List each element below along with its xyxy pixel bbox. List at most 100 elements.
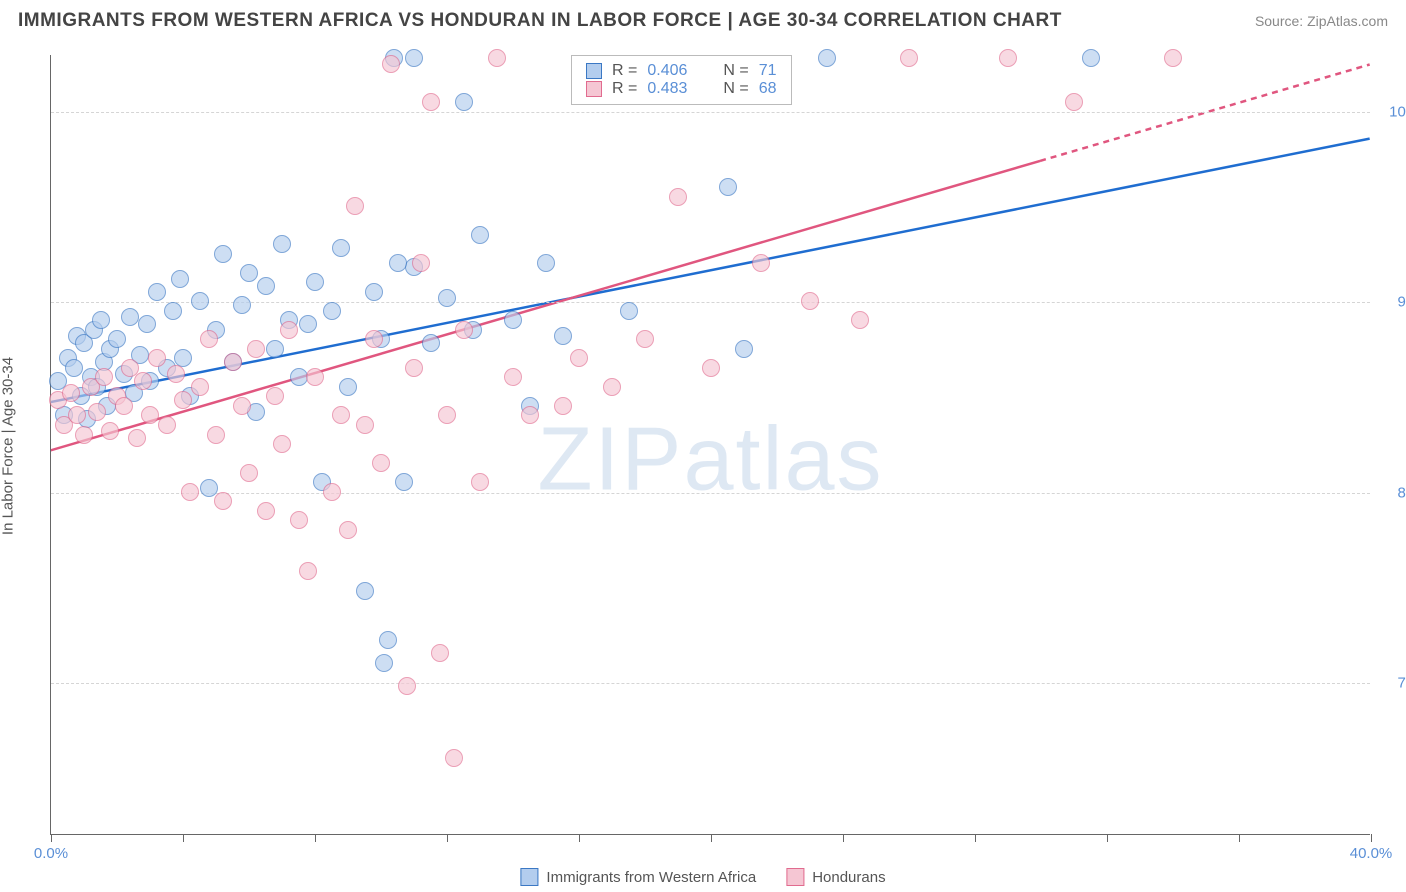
x-tick xyxy=(711,834,712,842)
data-point xyxy=(65,359,83,377)
data-point xyxy=(306,368,324,386)
data-point xyxy=(521,406,539,424)
gridline xyxy=(51,493,1370,494)
data-point xyxy=(422,93,440,111)
data-point xyxy=(68,406,86,424)
data-point xyxy=(148,349,166,367)
data-point xyxy=(266,340,284,358)
x-tick xyxy=(1107,834,1108,842)
data-point xyxy=(233,397,251,415)
data-point xyxy=(280,321,298,339)
x-tick-label: 0.0% xyxy=(34,845,68,862)
data-point xyxy=(273,235,291,253)
data-point xyxy=(148,283,166,301)
r-label: R = xyxy=(612,80,637,98)
data-point xyxy=(801,292,819,310)
correlation-stats-box: R =0.406N =71R =0.483N =68 xyxy=(571,55,792,105)
data-point xyxy=(636,330,654,348)
n-label: N = xyxy=(723,62,748,80)
data-point xyxy=(346,197,364,215)
x-tick xyxy=(579,834,580,842)
data-point xyxy=(158,416,176,434)
swatch-icon xyxy=(586,63,602,79)
data-point xyxy=(412,254,430,272)
data-point xyxy=(339,378,357,396)
data-point xyxy=(247,340,265,358)
data-point xyxy=(537,254,555,272)
data-point xyxy=(719,178,737,196)
r-label: R = xyxy=(612,62,637,80)
data-point xyxy=(669,188,687,206)
stat-row: R =0.483N =68 xyxy=(586,80,777,98)
y-axis-label: In Labor Force | Age 30-34 xyxy=(0,357,17,535)
r-value: 0.406 xyxy=(647,62,687,80)
data-point xyxy=(323,302,341,320)
data-point xyxy=(88,403,106,421)
data-point xyxy=(224,353,242,371)
data-point xyxy=(471,226,489,244)
data-point xyxy=(332,239,350,257)
data-point xyxy=(488,49,506,67)
x-tick xyxy=(843,834,844,842)
y-tick-label: 90.0% xyxy=(1380,294,1406,311)
data-point xyxy=(62,384,80,402)
data-point xyxy=(95,368,113,386)
data-point xyxy=(191,378,209,396)
data-point xyxy=(181,483,199,501)
data-point xyxy=(471,473,489,491)
legend-label: Immigrants from Western Africa xyxy=(546,869,756,886)
data-point xyxy=(257,502,275,520)
data-point xyxy=(299,562,317,580)
data-point xyxy=(405,359,423,377)
data-point xyxy=(290,368,308,386)
data-point xyxy=(438,289,456,307)
data-point xyxy=(306,273,324,291)
x-tick xyxy=(975,834,976,842)
data-point xyxy=(389,254,407,272)
data-point xyxy=(92,311,110,329)
data-point xyxy=(233,296,251,314)
gridline xyxy=(51,683,1370,684)
data-point xyxy=(214,245,232,263)
data-point xyxy=(257,277,275,295)
data-point xyxy=(171,270,189,288)
y-tick-label: 80.0% xyxy=(1380,484,1406,501)
data-point xyxy=(752,254,770,272)
data-point xyxy=(75,426,93,444)
data-point xyxy=(167,365,185,383)
data-point xyxy=(504,311,522,329)
data-point xyxy=(356,582,374,600)
data-point xyxy=(504,368,522,386)
data-point xyxy=(372,454,390,472)
x-tick xyxy=(447,834,448,842)
data-point xyxy=(207,426,225,444)
data-point xyxy=(554,327,572,345)
data-point xyxy=(290,511,308,529)
x-tick xyxy=(183,834,184,842)
swatch-icon xyxy=(520,868,538,886)
data-point xyxy=(438,406,456,424)
x-tick xyxy=(315,834,316,842)
data-point xyxy=(108,330,126,348)
data-point xyxy=(332,406,350,424)
data-point xyxy=(128,429,146,447)
data-point xyxy=(115,397,133,415)
data-point xyxy=(735,340,753,358)
y-tick-label: 70.0% xyxy=(1380,674,1406,691)
data-point xyxy=(121,308,139,326)
data-point xyxy=(455,321,473,339)
data-point xyxy=(134,372,152,390)
data-point xyxy=(603,378,621,396)
legend-item: Immigrants from Western Africa xyxy=(520,868,756,886)
source-label: Source: ZipAtlas.com xyxy=(1255,13,1388,29)
trend-lines xyxy=(51,55,1370,834)
data-point xyxy=(356,416,374,434)
n-label: N = xyxy=(723,80,748,98)
data-point xyxy=(164,302,182,320)
data-point xyxy=(200,330,218,348)
data-point xyxy=(445,749,463,767)
legend-label: Hondurans xyxy=(812,869,885,886)
data-point xyxy=(240,264,258,282)
data-point xyxy=(422,334,440,352)
swatch-icon xyxy=(786,868,804,886)
